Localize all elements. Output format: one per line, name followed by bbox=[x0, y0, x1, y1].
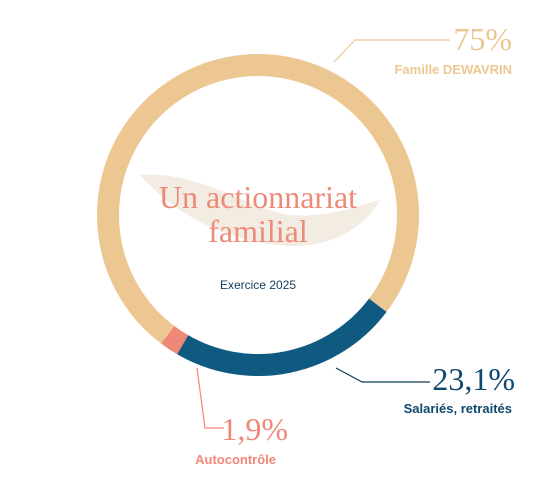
leader-line bbox=[196, 367, 224, 429]
leaf-decoration bbox=[140, 174, 380, 246]
donut-segment bbox=[177, 298, 387, 376]
category-label: Famille DEWAVRIN bbox=[394, 62, 512, 77]
donut-segment bbox=[97, 54, 419, 344]
leader-line bbox=[335, 367, 430, 383]
chart-title: Un actionnariat familial bbox=[158, 179, 358, 249]
value-label: 23,1% bbox=[432, 361, 515, 397]
chart-subtitle: Exercice 2025 bbox=[219, 278, 297, 292]
donut-segment bbox=[161, 325, 189, 355]
leader-line bbox=[333, 39, 450, 63]
value-label: 75% bbox=[453, 21, 512, 57]
category-label: Salariés, retraités bbox=[404, 401, 512, 416]
value-label: 1,9% bbox=[221, 411, 288, 447]
category-label: Autocontrôle bbox=[195, 452, 276, 467]
